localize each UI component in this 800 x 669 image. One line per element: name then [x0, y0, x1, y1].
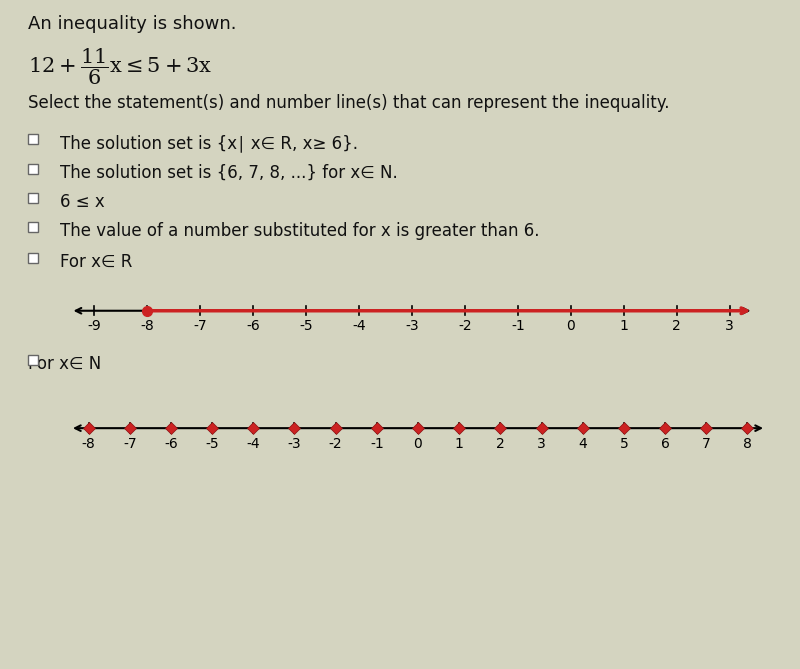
- Text: -5: -5: [299, 319, 313, 333]
- Text: 2: 2: [496, 438, 505, 451]
- Text: -4: -4: [352, 319, 366, 333]
- Text: 4: 4: [578, 438, 587, 451]
- Text: 6 ≤ x: 6 ≤ x: [60, 193, 105, 211]
- Text: 0: 0: [414, 438, 422, 451]
- Text: The value of a number substituted for x is greater than 6.: The value of a number substituted for x …: [60, 222, 539, 240]
- Text: 1: 1: [619, 319, 628, 333]
- Bar: [28, 164, 38, 174]
- Text: For x∈ N: For x∈ N: [28, 355, 102, 373]
- Text: 3: 3: [537, 438, 546, 451]
- Text: -3: -3: [405, 319, 419, 333]
- Text: -2: -2: [458, 319, 472, 333]
- Text: 3: 3: [725, 319, 734, 333]
- Bar: [28, 193, 38, 203]
- Text: $\mathregular{12 + \dfrac{11}{6}x \leq 5 + 3x}$: $\mathregular{12 + \dfrac{11}{6}x \leq 5…: [28, 47, 213, 88]
- Bar: [28, 355, 38, 365]
- Text: -4: -4: [246, 438, 260, 451]
- Text: The solution set is {6, 7, 8, ...} for x∈ N.: The solution set is {6, 7, 8, ...} for x…: [60, 164, 398, 182]
- Text: -3: -3: [288, 438, 302, 451]
- Text: -5: -5: [206, 438, 219, 451]
- Text: -9: -9: [87, 319, 102, 333]
- Text: Select the statement(s) and number line(s) that can represent the inequality.: Select the statement(s) and number line(…: [28, 94, 670, 112]
- Text: -1: -1: [370, 438, 384, 451]
- Text: An inequality is shown.: An inequality is shown.: [28, 15, 237, 33]
- Text: The solution set is {x∣ x∈ R, x≥ 6}.: The solution set is {x∣ x∈ R, x≥ 6}.: [60, 134, 358, 152]
- Text: 1: 1: [454, 438, 464, 451]
- Text: -1: -1: [511, 319, 525, 333]
- Bar: [28, 253, 38, 263]
- Text: -7: -7: [194, 319, 207, 333]
- Text: -2: -2: [329, 438, 342, 451]
- Text: 0: 0: [566, 319, 575, 333]
- Text: -8: -8: [141, 319, 154, 333]
- Text: -8: -8: [82, 438, 95, 451]
- Text: 7: 7: [702, 438, 710, 451]
- Text: 6: 6: [661, 438, 670, 451]
- Bar: [28, 134, 38, 144]
- Bar: [28, 222, 38, 232]
- Text: -6: -6: [246, 319, 260, 333]
- Text: 8: 8: [743, 438, 752, 451]
- Text: 2: 2: [672, 319, 681, 333]
- Text: -7: -7: [123, 438, 137, 451]
- Text: 5: 5: [619, 438, 628, 451]
- Text: For x∈ R: For x∈ R: [60, 253, 132, 271]
- Text: -6: -6: [164, 438, 178, 451]
